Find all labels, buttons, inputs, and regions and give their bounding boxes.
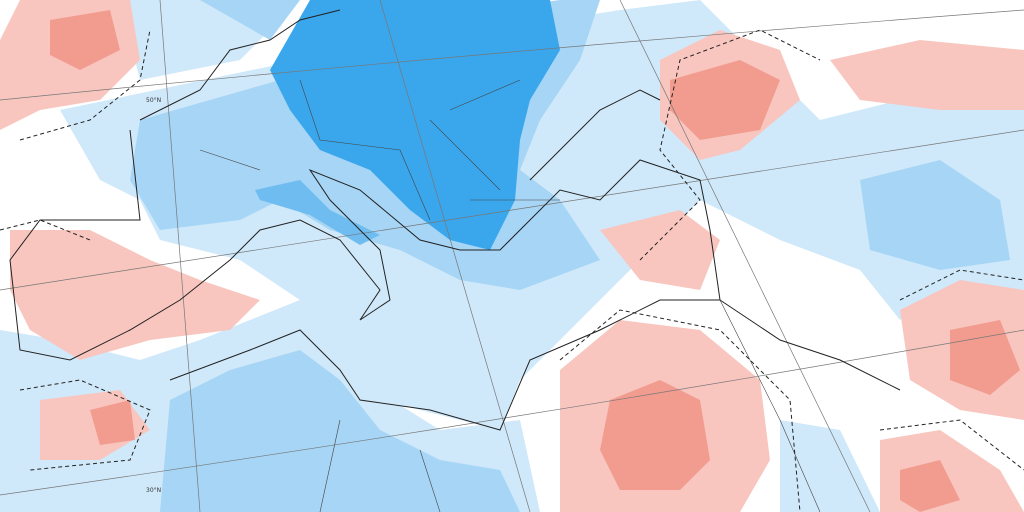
coastlines: [9, 9, 901, 512]
blue-patch: [255, 180, 380, 245]
latitude-label: 30°N: [146, 487, 161, 494]
dark-blue-area: [270, 0, 560, 250]
latitude-label: 50°N: [146, 97, 161, 104]
red-areas: [50, 10, 1020, 512]
